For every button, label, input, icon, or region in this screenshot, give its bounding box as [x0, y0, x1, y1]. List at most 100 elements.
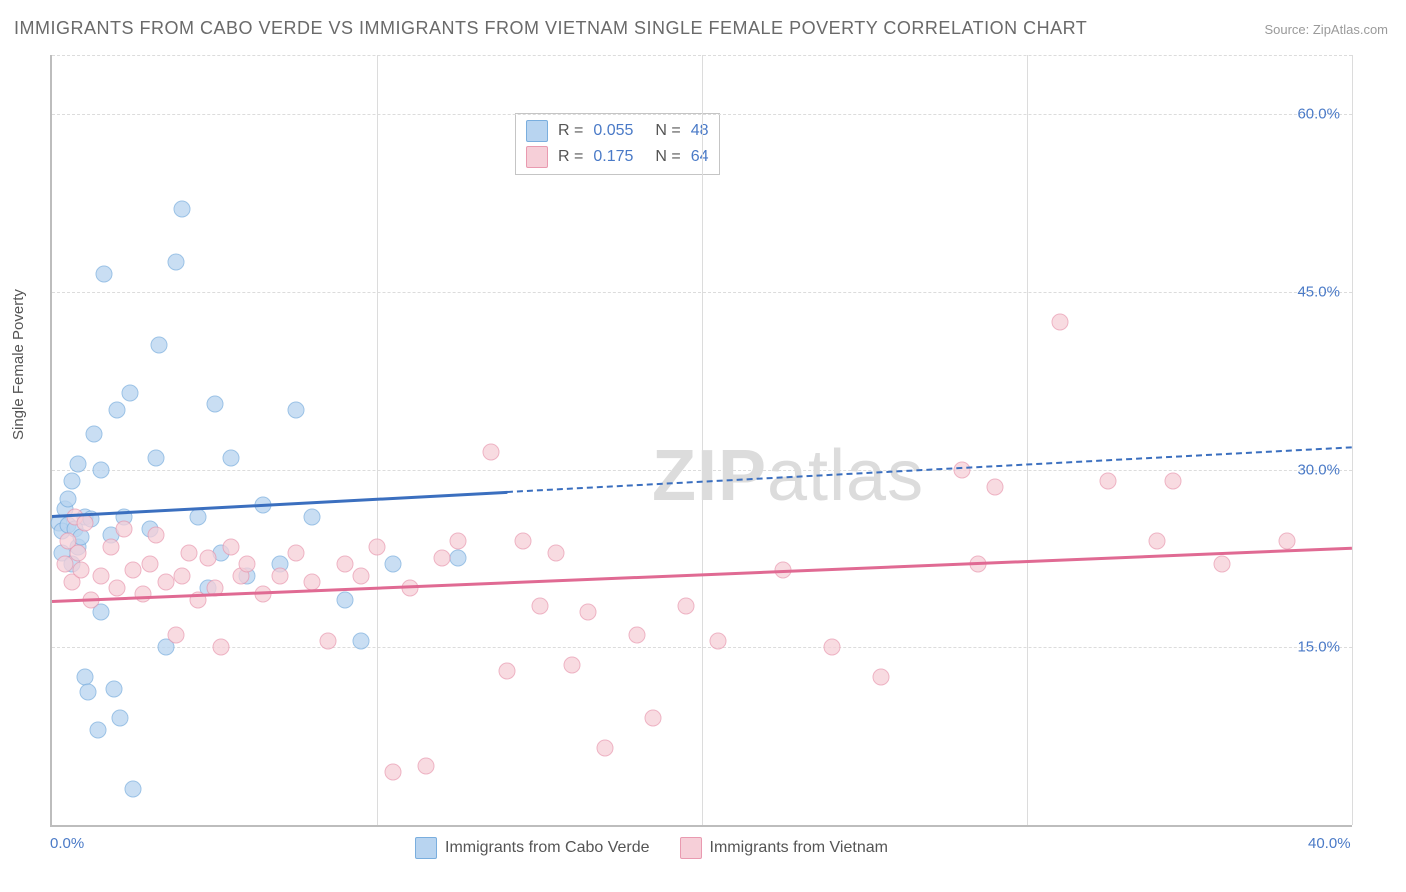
legend-swatch: [415, 837, 437, 859]
legend-series-label: Immigrants from Vietnam: [710, 839, 888, 857]
scatter-point: [872, 668, 889, 685]
scatter-point: [1149, 532, 1166, 549]
legend-series-item: Immigrants from Vietnam: [680, 837, 888, 859]
plot-area: ZIPatlas R =0.055N =48R =0.175N =64 15.0…: [50, 55, 1352, 827]
legend-stats-row: R = 0.055 N = 48: [526, 118, 709, 144]
scatter-point: [1279, 532, 1296, 549]
scatter-point: [167, 627, 184, 644]
gridline-v: [702, 55, 703, 825]
y-tick-label: 15.0%: [1297, 639, 1340, 656]
scatter-point: [239, 556, 256, 573]
chart-title: IMMIGRANTS FROM CABO VERDE VS IMMIGRANTS…: [14, 18, 1087, 39]
scatter-point: [710, 633, 727, 650]
scatter-point: [76, 514, 93, 531]
scatter-point: [96, 266, 113, 283]
scatter-point: [174, 201, 191, 218]
gridline-v: [1027, 55, 1028, 825]
scatter-point: [385, 556, 402, 573]
scatter-point: [417, 757, 434, 774]
x-tick-label-max: 40.0%: [1308, 835, 1351, 852]
scatter-point: [79, 684, 96, 701]
scatter-point: [92, 568, 109, 585]
scatter-point: [596, 740, 613, 757]
scatter-point: [213, 639, 230, 656]
scatter-point: [336, 591, 353, 608]
legend-r-label: R =: [558, 148, 583, 166]
y-tick-label: 45.0%: [1297, 283, 1340, 300]
y-tick-label: 60.0%: [1297, 106, 1340, 123]
scatter-point: [385, 763, 402, 780]
trend-line: [52, 491, 507, 518]
scatter-point: [320, 633, 337, 650]
scatter-point: [1165, 473, 1182, 490]
scatter-point: [102, 538, 119, 555]
source-label: Source: ZipAtlas.com: [1264, 22, 1388, 37]
legend-swatch: [526, 120, 548, 142]
scatter-point: [60, 491, 77, 508]
scatter-point: [148, 526, 165, 543]
scatter-point: [645, 710, 662, 727]
scatter-point: [151, 337, 168, 354]
scatter-point: [206, 396, 223, 413]
scatter-point: [141, 556, 158, 573]
scatter-point: [148, 449, 165, 466]
scatter-point: [200, 550, 217, 567]
scatter-point: [115, 520, 132, 537]
legend-stats-row: R =0.175N =64: [526, 144, 709, 170]
scatter-point: [125, 562, 142, 579]
scatter-point: [482, 443, 499, 460]
legend-swatch: [680, 837, 702, 859]
legend-n-label: N =: [655, 122, 680, 140]
scatter-point: [450, 532, 467, 549]
scatter-point: [499, 663, 516, 680]
scatter-point: [89, 722, 106, 739]
scatter-point: [547, 544, 564, 561]
scatter-point: [564, 657, 581, 674]
y-axis-label: Single Female Poverty: [10, 289, 27, 440]
scatter-point: [531, 597, 548, 614]
legend-r-label: R =: [558, 122, 583, 140]
scatter-point: [125, 781, 142, 798]
scatter-point: [1214, 556, 1231, 573]
legend-series-label: Immigrants from Cabo Verde: [445, 839, 650, 857]
legend-stats: R = 0.055 N = 48 R =0.175N =64: [515, 113, 720, 175]
scatter-point: [73, 562, 90, 579]
scatter-point: [109, 580, 126, 597]
scatter-point: [515, 532, 532, 549]
x-tick-label-min: 0.0%: [50, 835, 84, 852]
legend-swatch: [526, 146, 548, 168]
scatter-point: [190, 509, 207, 526]
scatter-point: [105, 680, 122, 697]
gridline-v: [1352, 55, 1353, 825]
scatter-point: [63, 473, 80, 490]
scatter-point: [271, 568, 288, 585]
scatter-point: [369, 538, 386, 555]
scatter-point: [352, 633, 369, 650]
scatter-point: [76, 668, 93, 685]
scatter-point: [450, 550, 467, 567]
scatter-point: [86, 426, 103, 443]
legend-n-label: N =: [655, 148, 680, 166]
scatter-point: [336, 556, 353, 573]
chart-container: IMMIGRANTS FROM CABO VERDE VS IMMIGRANTS…: [0, 0, 1406, 892]
scatter-point: [180, 544, 197, 561]
scatter-point: [167, 254, 184, 271]
scatter-point: [986, 479, 1003, 496]
scatter-point: [1100, 473, 1117, 490]
scatter-point: [352, 568, 369, 585]
legend-r-value: 0.055: [593, 122, 633, 140]
legend-series-item: Immigrants from Cabo Verde: [415, 837, 650, 859]
scatter-point: [677, 597, 694, 614]
scatter-point: [434, 550, 451, 567]
scatter-point: [70, 544, 87, 561]
scatter-point: [174, 568, 191, 585]
scatter-point: [580, 603, 597, 620]
scatter-point: [629, 627, 646, 644]
legend-n-value: 48: [691, 122, 709, 140]
scatter-point: [109, 402, 126, 419]
scatter-point: [92, 461, 109, 478]
scatter-point: [222, 449, 239, 466]
y-tick-label: 30.0%: [1297, 461, 1340, 478]
scatter-point: [112, 710, 129, 727]
scatter-point: [1051, 313, 1068, 330]
